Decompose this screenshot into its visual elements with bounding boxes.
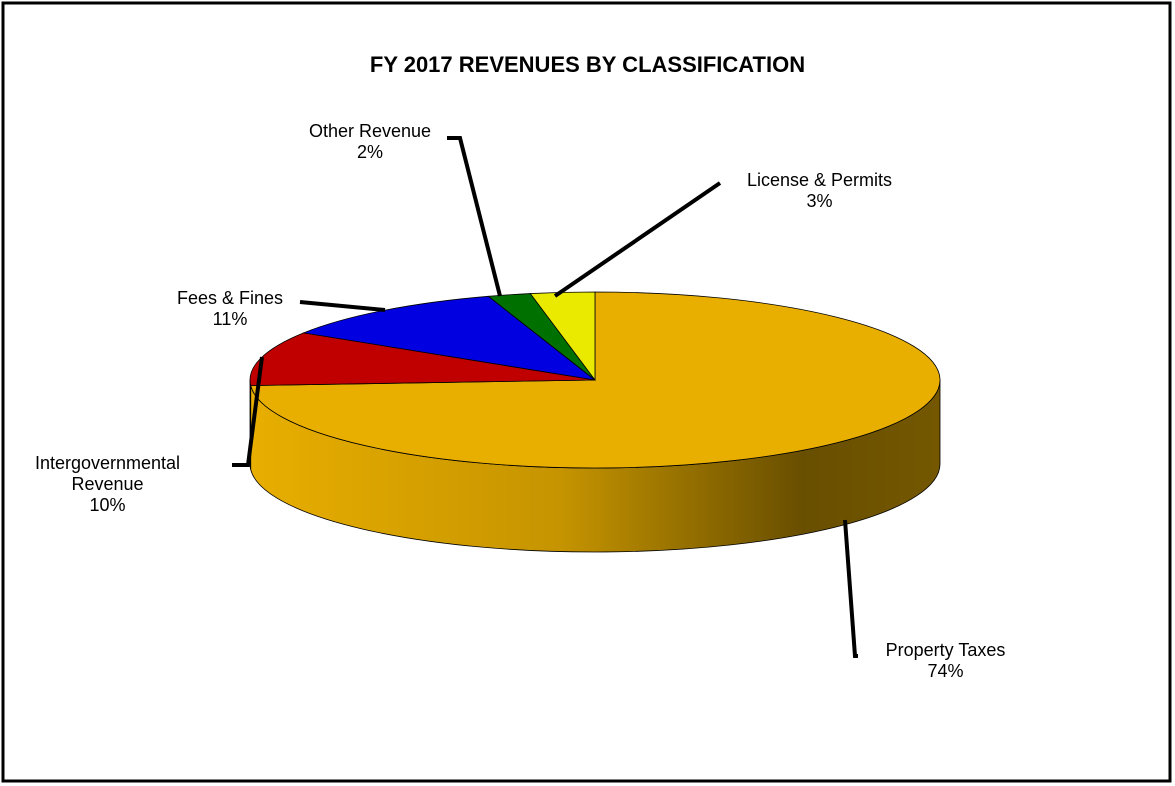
slice-value: 74% [927, 661, 964, 681]
slice-name: Property Taxes [885, 640, 1006, 660]
slice-label: Intergovernmental Revenue 10% [25, 453, 190, 516]
slice-value: 11% [212, 309, 248, 329]
slice-name: License & Permits [746, 170, 893, 190]
slice-label: Property Taxes 74% [873, 640, 1018, 682]
slice-value: 10% [89, 495, 126, 515]
leader-line [843, 519, 858, 658]
slice-name: Other Revenue [308, 121, 432, 141]
leader-line [232, 356, 264, 467]
slice-name: Intergovernmental Revenue [34, 453, 181, 494]
slice-label: Fees & Fines 11% [160, 288, 300, 330]
slice-name: Fees & Fines [176, 288, 284, 308]
slice-label: Other Revenue 2% [290, 121, 450, 163]
chart-title: FY 2017 REVENUES BY CLASSIFICATION [369, 52, 806, 77]
leader-line [447, 136, 502, 297]
leader-line [553, 181, 722, 298]
leader-line [299, 300, 386, 312]
slice-value: 3% [806, 191, 833, 211]
slice-label: License & Permits 3% [732, 170, 907, 212]
slice-value: 2% [356, 142, 383, 162]
